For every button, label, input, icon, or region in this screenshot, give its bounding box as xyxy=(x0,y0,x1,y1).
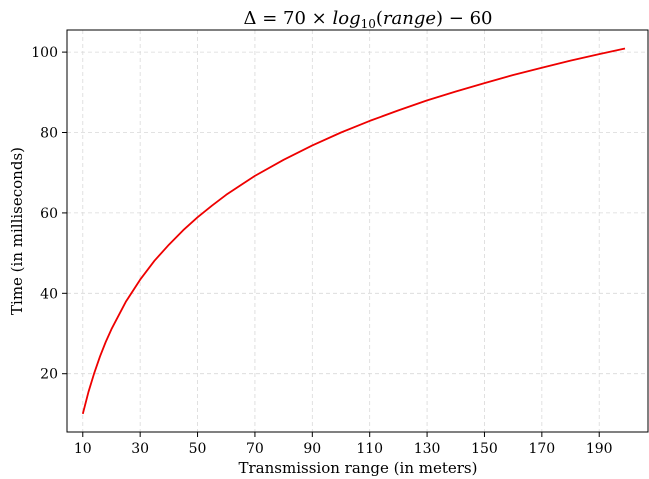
x-axis-label: Transmission range (in meters) xyxy=(239,459,478,477)
y-axis-label: Time (in milliseconds) xyxy=(8,147,26,315)
grid xyxy=(67,30,648,432)
x-tick-label: 190 xyxy=(586,441,613,457)
chart-title: Δ = 70 × log10(range) − 60 xyxy=(244,8,493,31)
title-close: ) − 60 xyxy=(436,8,492,29)
y-tick-label: 20 xyxy=(40,367,58,383)
title-argument: range xyxy=(383,8,436,29)
x-tick-label: 10 xyxy=(74,441,92,457)
data-layer xyxy=(81,47,626,415)
series-line xyxy=(81,47,626,415)
y-axis: 20 40 60 80 100 xyxy=(31,45,67,383)
y-tick-label: 40 xyxy=(40,286,58,302)
x-tick-label: 130 xyxy=(414,441,441,457)
title-log: log xyxy=(332,8,360,29)
y-tick-label: 100 xyxy=(31,45,58,61)
x-tick-label: 90 xyxy=(303,441,321,457)
x-axis: 10 30 50 70 90 110 130 150 170 190 xyxy=(74,432,613,457)
x-tick-label: 110 xyxy=(356,441,383,457)
title-subscript: 10 xyxy=(361,17,376,31)
title-equals: = 70 × xyxy=(257,8,333,29)
y-tick-label: 60 xyxy=(40,206,58,222)
plot-frame xyxy=(66,29,649,433)
x-tick-label: 30 xyxy=(131,441,149,457)
y-tick-label: 80 xyxy=(40,126,58,142)
x-tick-label: 170 xyxy=(528,441,555,457)
title-delta: Δ xyxy=(244,8,257,29)
x-tick-label: 50 xyxy=(189,441,207,457)
x-tick-label: 70 xyxy=(246,441,264,457)
x-tick-label: 150 xyxy=(471,441,498,457)
title-open-paren: ( xyxy=(376,8,383,29)
